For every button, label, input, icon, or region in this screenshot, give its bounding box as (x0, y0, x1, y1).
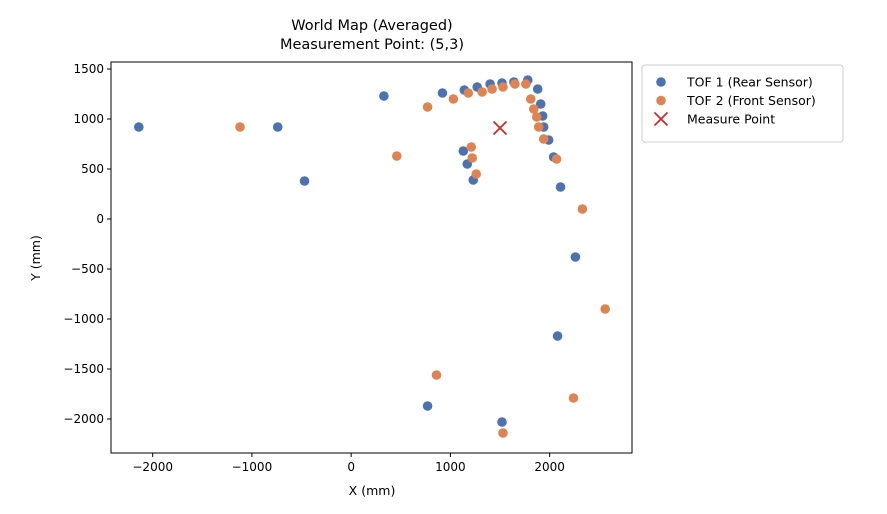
y-tick-label: 0 (96, 212, 104, 226)
legend-label: Measure Point (687, 112, 775, 127)
series-1-point (498, 428, 508, 438)
y-tick-label: 500 (81, 162, 104, 176)
x-axis-label: X (mm) (349, 483, 396, 498)
plot-points (133, 75, 611, 438)
y-tick-label: 1500 (73, 62, 104, 76)
chart-title: World Map (Averaged) (291, 18, 452, 34)
series-0-point (379, 91, 389, 101)
measure-point-marker (492, 120, 508, 136)
x-axis-ticks: −2000 −1000 0 1000 2000 (132, 453, 565, 474)
series-1-point (498, 82, 508, 92)
series-1-point (487, 84, 497, 94)
series-0-point (532, 84, 543, 94)
x-tick-label: −2000 (132, 460, 173, 474)
series-0-point (299, 176, 310, 186)
series-1-point (533, 122, 544, 132)
series-1-point (521, 79, 531, 89)
y-tick-label: −1000 (63, 312, 104, 326)
series-0-point (535, 99, 546, 109)
y-tick-label: 1000 (73, 112, 104, 126)
series-1-point (477, 87, 487, 97)
chart-subtitle: Measurement Point: (5,3) (280, 37, 464, 53)
series-0-point (570, 252, 581, 262)
legend-marker-x (653, 111, 669, 127)
x-tick-label: 1000 (435, 460, 466, 474)
series-0-point (272, 122, 283, 132)
series-0-point (437, 88, 448, 98)
series-1-point (510, 79, 520, 89)
series-0-point (458, 146, 469, 156)
series-1-point (463, 88, 474, 98)
legend-box (641, 64, 844, 143)
series-1-point (392, 151, 402, 161)
x-tick-label: −1000 (232, 460, 273, 474)
series-1-point (431, 370, 442, 380)
y-tick-label: −500 (71, 262, 104, 276)
y-tick-label: −1500 (63, 362, 104, 376)
series-1-point (471, 169, 481, 179)
series-1-point (422, 102, 433, 112)
x-tick-label: 2000 (534, 460, 565, 474)
series-0-point (552, 331, 563, 341)
series-1-point (531, 112, 542, 122)
legend-marker-0 (656, 77, 666, 87)
series-1-point (538, 134, 549, 144)
x-tick-label: 0 (347, 460, 355, 474)
legend-marker-1 (656, 95, 666, 106)
series-1-point (600, 304, 611, 314)
series-0-point (555, 182, 566, 192)
series-1-point (568, 393, 579, 403)
series-1-point (525, 94, 536, 104)
series-1-point (466, 142, 477, 152)
y-axis-ticks: 1500 1000 500 0 −500 −1000 −1500 −2000 (63, 62, 111, 426)
legend: TOF 1 (Rear Sensor) TOF 2 (Front Sensor) M… (641, 64, 844, 143)
series-1-point (577, 204, 588, 214)
plot-frame (110, 61, 633, 454)
series-1-point (448, 94, 459, 104)
y-tick-label: −2000 (63, 412, 104, 426)
series-1-point (467, 153, 478, 163)
series-1-point (551, 154, 562, 164)
series-1-point (528, 104, 539, 114)
series-0-point (497, 417, 507, 427)
series-1-point (235, 122, 245, 132)
legend-label: TOF 1 (Rear Sensor) (686, 75, 813, 90)
y-axis-label: Y (mm) (28, 235, 43, 282)
legend-label: TOF 2 (Front Sensor) (686, 93, 816, 108)
series-0-point (133, 122, 144, 132)
series-0-point (422, 401, 433, 411)
